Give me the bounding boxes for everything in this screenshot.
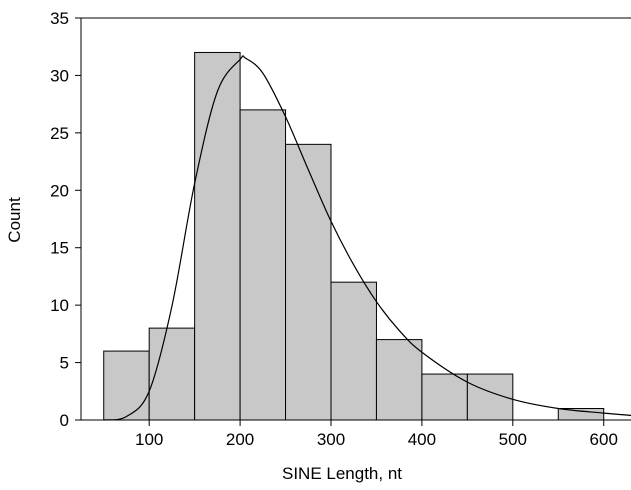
histogram-bar-1 — [148, 327, 196, 421]
y-tick-label-20: 20 — [50, 181, 69, 200]
x-tick-label-400: 400 — [408, 430, 436, 449]
y-tick-label-0: 0 — [60, 411, 69, 430]
histogram-bar-0 — [103, 350, 150, 421]
histogram-bar-3 — [239, 109, 287, 421]
x-axis-title: SINE Length, nt — [282, 464, 402, 483]
x-tick-label-500: 500 — [499, 430, 527, 449]
y-tick-label-10: 10 — [50, 296, 69, 315]
histogram-bar-2 — [194, 51, 241, 421]
histogram-bar-7 — [421, 373, 468, 421]
x-tick-label-100: 100 — [135, 430, 163, 449]
histogram-bar-4 — [285, 143, 332, 421]
x-tick-label-300: 300 — [317, 430, 345, 449]
histogram-bar-9 — [557, 408, 605, 421]
x-tick-label-600: 600 — [590, 430, 618, 449]
y-axis-title: Count — [5, 197, 24, 243]
y-tick-label-15: 15 — [50, 239, 69, 258]
y-tick-label-5: 5 — [60, 354, 69, 373]
y-tick-label-30: 30 — [50, 66, 69, 85]
x-tick-label-200: 200 — [226, 430, 254, 449]
y-tick-label-25: 25 — [50, 124, 69, 143]
fit-curve — [103, 55, 631, 421]
y-tick-label-35: 35 — [50, 9, 69, 28]
histogram-bar-6 — [375, 339, 423, 421]
histogram-bar-5 — [330, 281, 377, 421]
